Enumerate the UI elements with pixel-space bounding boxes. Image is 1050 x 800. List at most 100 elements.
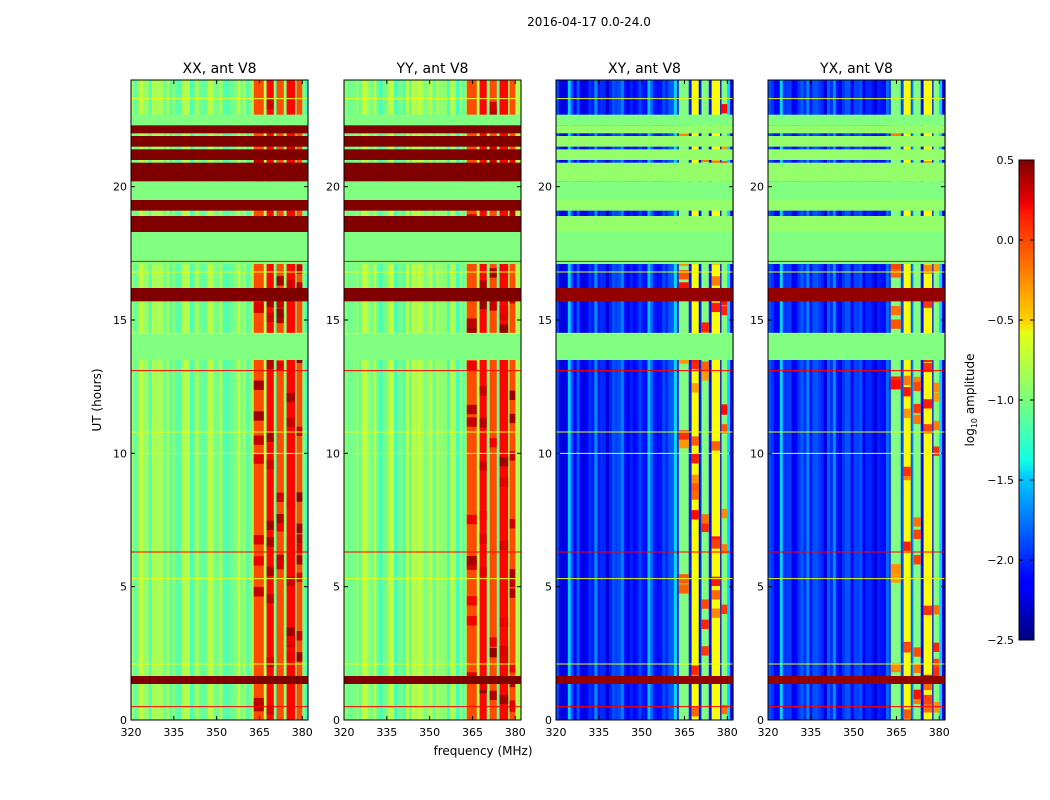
rfi-patch (711, 302, 721, 313)
rfi-patch (466, 596, 477, 606)
rfi-patch (913, 647, 921, 657)
heatmap-column (829, 80, 834, 720)
rfi-patch (266, 520, 274, 531)
flagged-block (131, 181, 308, 200)
flagged-block (131, 232, 308, 264)
heatmap-column (597, 80, 601, 720)
heatmap-column (192, 80, 197, 720)
heatmap-column (782, 80, 787, 720)
heatmap-column (638, 80, 643, 720)
rfi-patch (466, 514, 477, 525)
heatmap-column (770, 80, 775, 720)
rfi-patch (913, 376, 921, 387)
rfi-patch (890, 305, 901, 316)
rfi-patch (711, 590, 721, 600)
y-tick-label: 10 (750, 447, 764, 460)
rfi-band (131, 149, 308, 160)
rfi-patch (903, 643, 911, 653)
x-tick-label: 320 (334, 726, 355, 739)
rfi-band (131, 136, 308, 147)
heatmap-column (373, 80, 378, 720)
heatmap-column (370, 80, 375, 720)
heatmap-column (444, 80, 448, 720)
rfi-patch (499, 645, 509, 656)
y-tick-label: 0 (545, 714, 552, 727)
rfi-patch (276, 522, 284, 532)
rfi-band (768, 288, 945, 302)
heatmap-column (659, 80, 663, 720)
heatmap-column (697, 80, 702, 720)
panel-4: YX, ant V8 320 335 350 365 380 0 5 10 15 20 (750, 61, 950, 739)
heatmap-column (576, 80, 581, 720)
rfi-patch (296, 652, 303, 662)
heatmap-column (909, 80, 914, 720)
x-tick-label: 380 (717, 726, 738, 739)
heatmap-column (249, 80, 253, 720)
rfi-patch (499, 654, 509, 664)
rfi-patch (691, 474, 699, 485)
heatmap-column (880, 80, 884, 720)
rfi-channel (678, 80, 689, 720)
rfi-patch (499, 324, 509, 334)
heatmap-column (246, 80, 250, 720)
heatmap-column (812, 80, 816, 720)
x-tick-label: 350 (419, 726, 440, 739)
rfi-patch (296, 264, 303, 274)
rfi-patch (678, 584, 689, 594)
heatmap-column (665, 80, 669, 720)
rfi-channel (253, 80, 264, 720)
flagged-block (556, 181, 733, 200)
rfi-patch (923, 605, 933, 615)
rfi-patch (913, 663, 921, 673)
rfi-patch (266, 359, 274, 370)
heatmap-column (632, 80, 637, 720)
y-tick-label: 15 (750, 314, 764, 327)
rfi-patch (276, 276, 284, 286)
x-tick-label: 350 (631, 726, 652, 739)
heatmap-column (240, 80, 244, 720)
rfi-patch (933, 605, 940, 615)
y-tick-label: 0 (120, 714, 127, 727)
rfi-patch (913, 517, 921, 527)
rfi-band (131, 288, 308, 302)
rfi-patch (509, 569, 516, 579)
rfi-patch (711, 441, 721, 451)
rfi-channel (711, 80, 721, 720)
rfi-patch (296, 572, 303, 582)
heatmap-column (827, 80, 831, 720)
y-tick-label: 20 (750, 181, 764, 194)
heatmap-column (773, 80, 778, 720)
rfi-patch (253, 535, 264, 545)
heatmap-column (650, 80, 654, 720)
heatmap-column (169, 80, 173, 720)
heatmap-column (441, 80, 445, 720)
x-tick-label: 365 (462, 726, 483, 739)
heatmap-column (435, 80, 439, 720)
rfi-band (768, 136, 945, 147)
heatmap-column (154, 80, 159, 720)
rfi-patch (678, 282, 689, 292)
rfi-patch (923, 264, 933, 274)
heatmap-column (228, 80, 232, 720)
heatmap-column (939, 80, 943, 720)
heatmap-image (556, 80, 734, 720)
heatmap-column (588, 80, 592, 720)
rfi-patch (489, 637, 497, 647)
heatmap-column (344, 80, 348, 720)
heatmap-column (821, 80, 825, 720)
rfi-patch (253, 411, 264, 421)
rfi-band (768, 676, 945, 684)
rfi-patch (903, 375, 911, 386)
rfi-band (344, 149, 521, 160)
colorbar-tick-label: 0.0 (997, 234, 1015, 247)
heatmap-column (405, 80, 410, 720)
colorbar-tick-label: −1.5 (987, 474, 1014, 487)
heatmap-column (388, 80, 392, 720)
flagged-block (131, 333, 308, 360)
colorbar-ticks: 0.5 0.0 −0.5 −1.0 −1.5 −2.0 −2.5 (987, 154, 1034, 647)
rfi-band (768, 149, 945, 160)
rfi-band (131, 125, 308, 134)
heatmap-column (423, 80, 428, 720)
x-tick-label: 380 (292, 726, 313, 739)
rfi-channel (691, 80, 699, 720)
